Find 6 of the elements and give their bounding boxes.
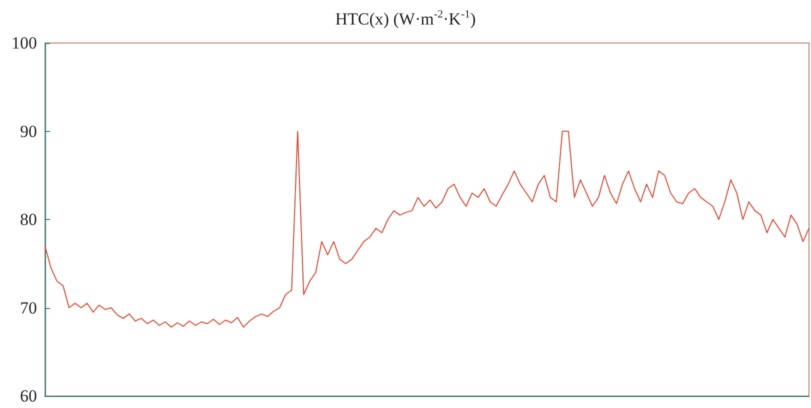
y-tick-label: 100 <box>12 34 37 52</box>
line-series <box>44 130 810 328</box>
y-tick-label: 60 <box>20 386 37 406</box>
y-tick-label: 70 <box>20 298 37 318</box>
y-tick-label: 90 <box>20 122 37 141</box>
y-tick-label: 80 <box>20 210 37 229</box>
